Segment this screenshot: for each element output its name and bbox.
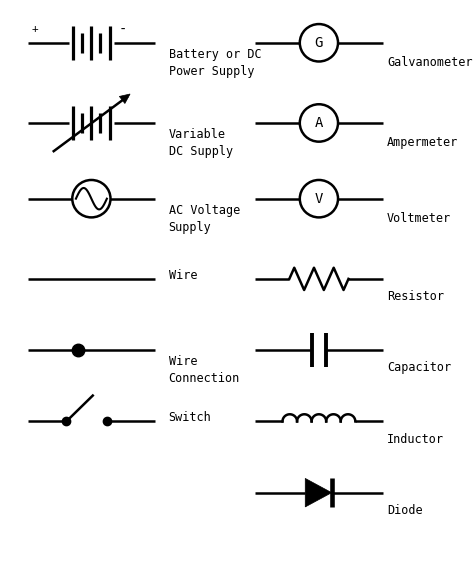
Text: -: - — [119, 23, 128, 37]
Text: A: A — [315, 116, 323, 130]
Polygon shape — [305, 478, 332, 507]
Text: AC Voltage
Supply: AC Voltage Supply — [169, 204, 240, 234]
Text: G: G — [315, 36, 323, 50]
Text: Resistor: Resistor — [387, 290, 444, 303]
Text: Galvanometer: Galvanometer — [387, 56, 473, 69]
Text: Variable
DC Supply: Variable DC Supply — [169, 128, 233, 158]
Polygon shape — [119, 94, 130, 103]
Text: Ampermeter: Ampermeter — [387, 136, 458, 149]
Text: Wire: Wire — [169, 269, 197, 282]
Text: Switch: Switch — [169, 411, 211, 425]
Text: +: + — [31, 24, 38, 34]
Text: Diode: Diode — [387, 504, 423, 517]
Text: V: V — [315, 191, 323, 206]
Text: Capacitor: Capacitor — [387, 361, 451, 374]
Text: Battery or DC
Power Supply: Battery or DC Power Supply — [169, 48, 261, 78]
Text: Wire
Connection: Wire Connection — [169, 356, 240, 386]
Text: Inductor: Inductor — [387, 433, 444, 445]
Text: Voltmeter: Voltmeter — [387, 212, 451, 225]
